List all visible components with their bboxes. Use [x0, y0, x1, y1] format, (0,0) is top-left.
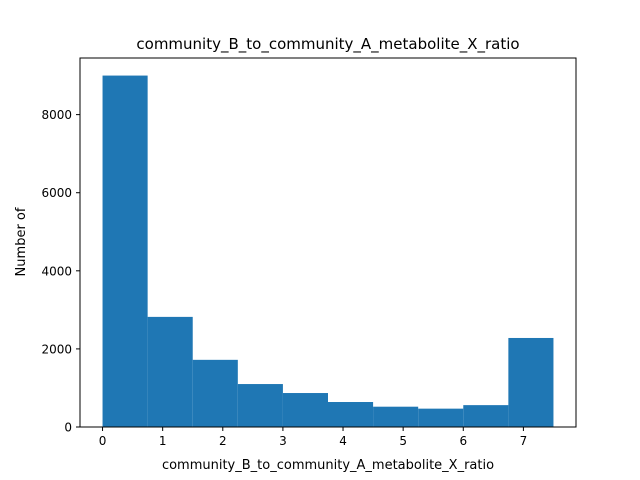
histogram-bar: [192, 359, 238, 427]
x-tick-label: 7: [520, 434, 528, 448]
y-tick-label: 0: [64, 421, 72, 435]
y-tick-label: 8000: [41, 108, 72, 122]
histogram-bar: [237, 384, 283, 427]
x-tick-label: 3: [279, 434, 287, 448]
histogram-bar: [418, 408, 464, 427]
x-tick-label: 1: [159, 434, 167, 448]
y-tick-label: 2000: [41, 342, 72, 356]
y-axis-ticks: 0 2000 4000 6000 8000: [41, 108, 80, 435]
x-tick-label: 0: [99, 434, 107, 448]
y-tick-label: 6000: [41, 186, 72, 200]
histogram-bar: [102, 75, 148, 428]
bars-group: [102, 75, 554, 428]
x-tick-label: 6: [459, 434, 467, 448]
x-tick-label: 5: [399, 434, 407, 448]
x-tick-label: 4: [339, 434, 347, 448]
x-tick-label: 2: [219, 434, 227, 448]
histogram-bar: [328, 402, 374, 427]
y-tick-label: 4000: [41, 264, 72, 278]
histogram-bar: [463, 405, 509, 427]
plot-frame: [79, 57, 577, 428]
histogram-bar: [147, 316, 193, 427]
chart-title: community_B_to_community_A_metabolite_X_…: [136, 35, 519, 54]
histogram-bar: [508, 337, 554, 427]
x-axis-label: community_B_to_community_A_metabolite_X_…: [162, 458, 494, 473]
y-axis-label: Number of: [14, 207, 29, 276]
histogram-bar: [282, 393, 328, 427]
x-axis-ticks: 0 1 2 3 4 5 6 7: [99, 427, 527, 448]
histogram-bar: [373, 406, 419, 427]
